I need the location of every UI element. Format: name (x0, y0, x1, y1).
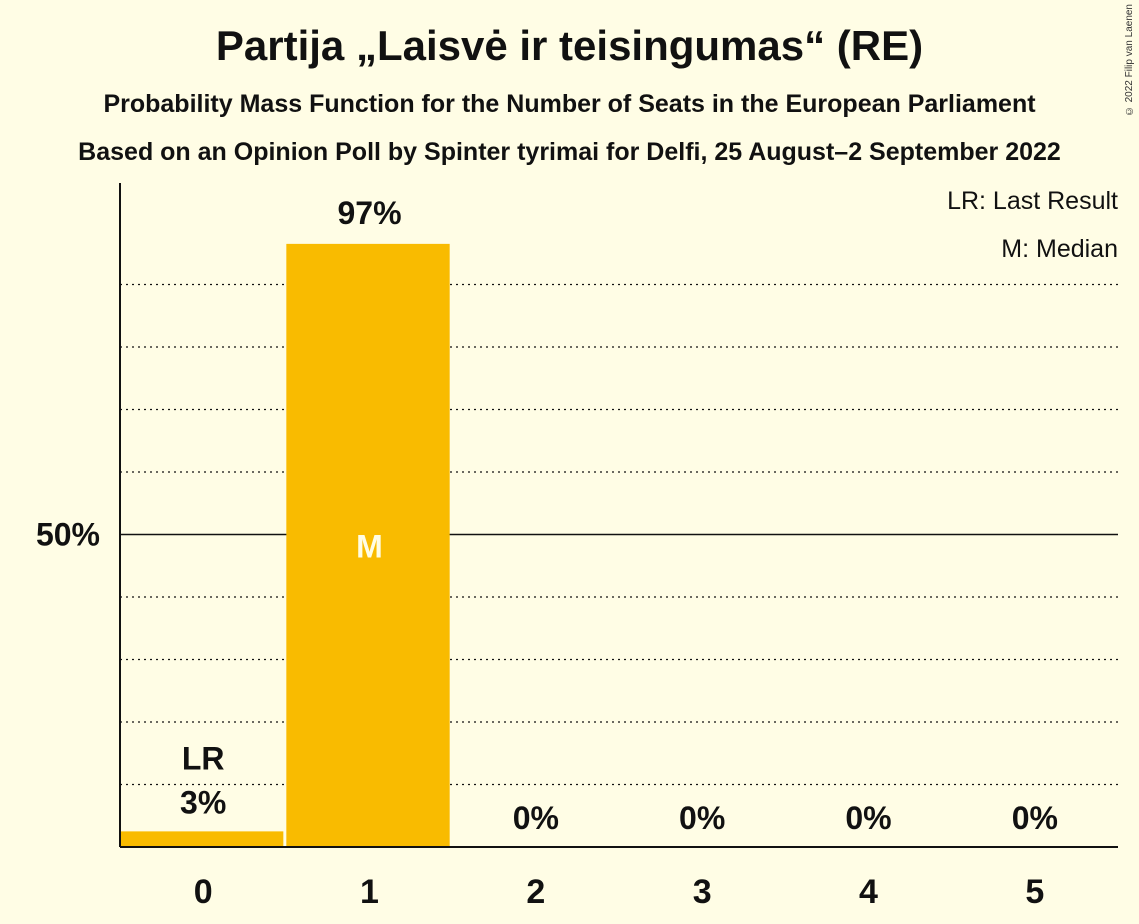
y-tick-label-50: 50% (36, 517, 100, 553)
gridlines (120, 283, 1118, 786)
chart-subtitle: Probability Mass Function for the Number… (103, 90, 1036, 118)
data-label-2: 0% (513, 800, 559, 836)
last-result-marker: LR (182, 740, 225, 776)
data-label-3: 0% (679, 800, 725, 836)
legend-last-result: LR: Last Result (947, 187, 1118, 215)
x-tick-labels: 0 1 2 3 4 5 (194, 873, 1045, 911)
data-label-1: 97% (337, 195, 401, 231)
bar-1 (286, 243, 450, 847)
x-tick-label-4: 4 (859, 873, 878, 911)
median-marker: M (356, 529, 383, 565)
x-tick-label-0: 0 (194, 873, 213, 911)
bar-0 (120, 831, 284, 847)
chart-source-line: Based on an Opinion Poll by Spinter tyri… (78, 138, 1061, 166)
data-label-5: 0% (1012, 800, 1058, 836)
x-tick-label-5: 5 (1025, 873, 1044, 911)
x-tick-label-1: 1 (360, 873, 379, 911)
data-labels: 3% LR 97% M 0% 0% 0% 0% (180, 195, 1058, 836)
chart-title: Partija „Laisvė ir teisingumas“ (RE) (215, 22, 924, 69)
legend-median: M: Median (1001, 235, 1118, 263)
x-tick-label-3: 3 (693, 873, 712, 911)
bars (120, 243, 450, 847)
x-tick-label-2: 2 (526, 873, 545, 911)
data-label-0: 3% (180, 784, 226, 820)
data-label-4: 0% (845, 800, 891, 836)
